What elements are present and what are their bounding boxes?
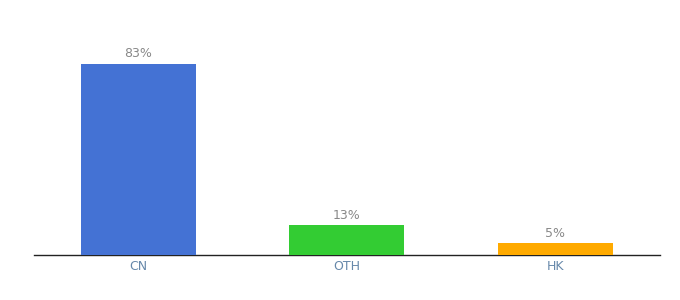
Bar (498, 244, 613, 255)
Bar (81, 64, 196, 255)
Text: 83%: 83% (124, 47, 152, 60)
Text: 13%: 13% (333, 208, 360, 222)
Text: 5%: 5% (545, 227, 565, 240)
Bar (290, 225, 404, 255)
